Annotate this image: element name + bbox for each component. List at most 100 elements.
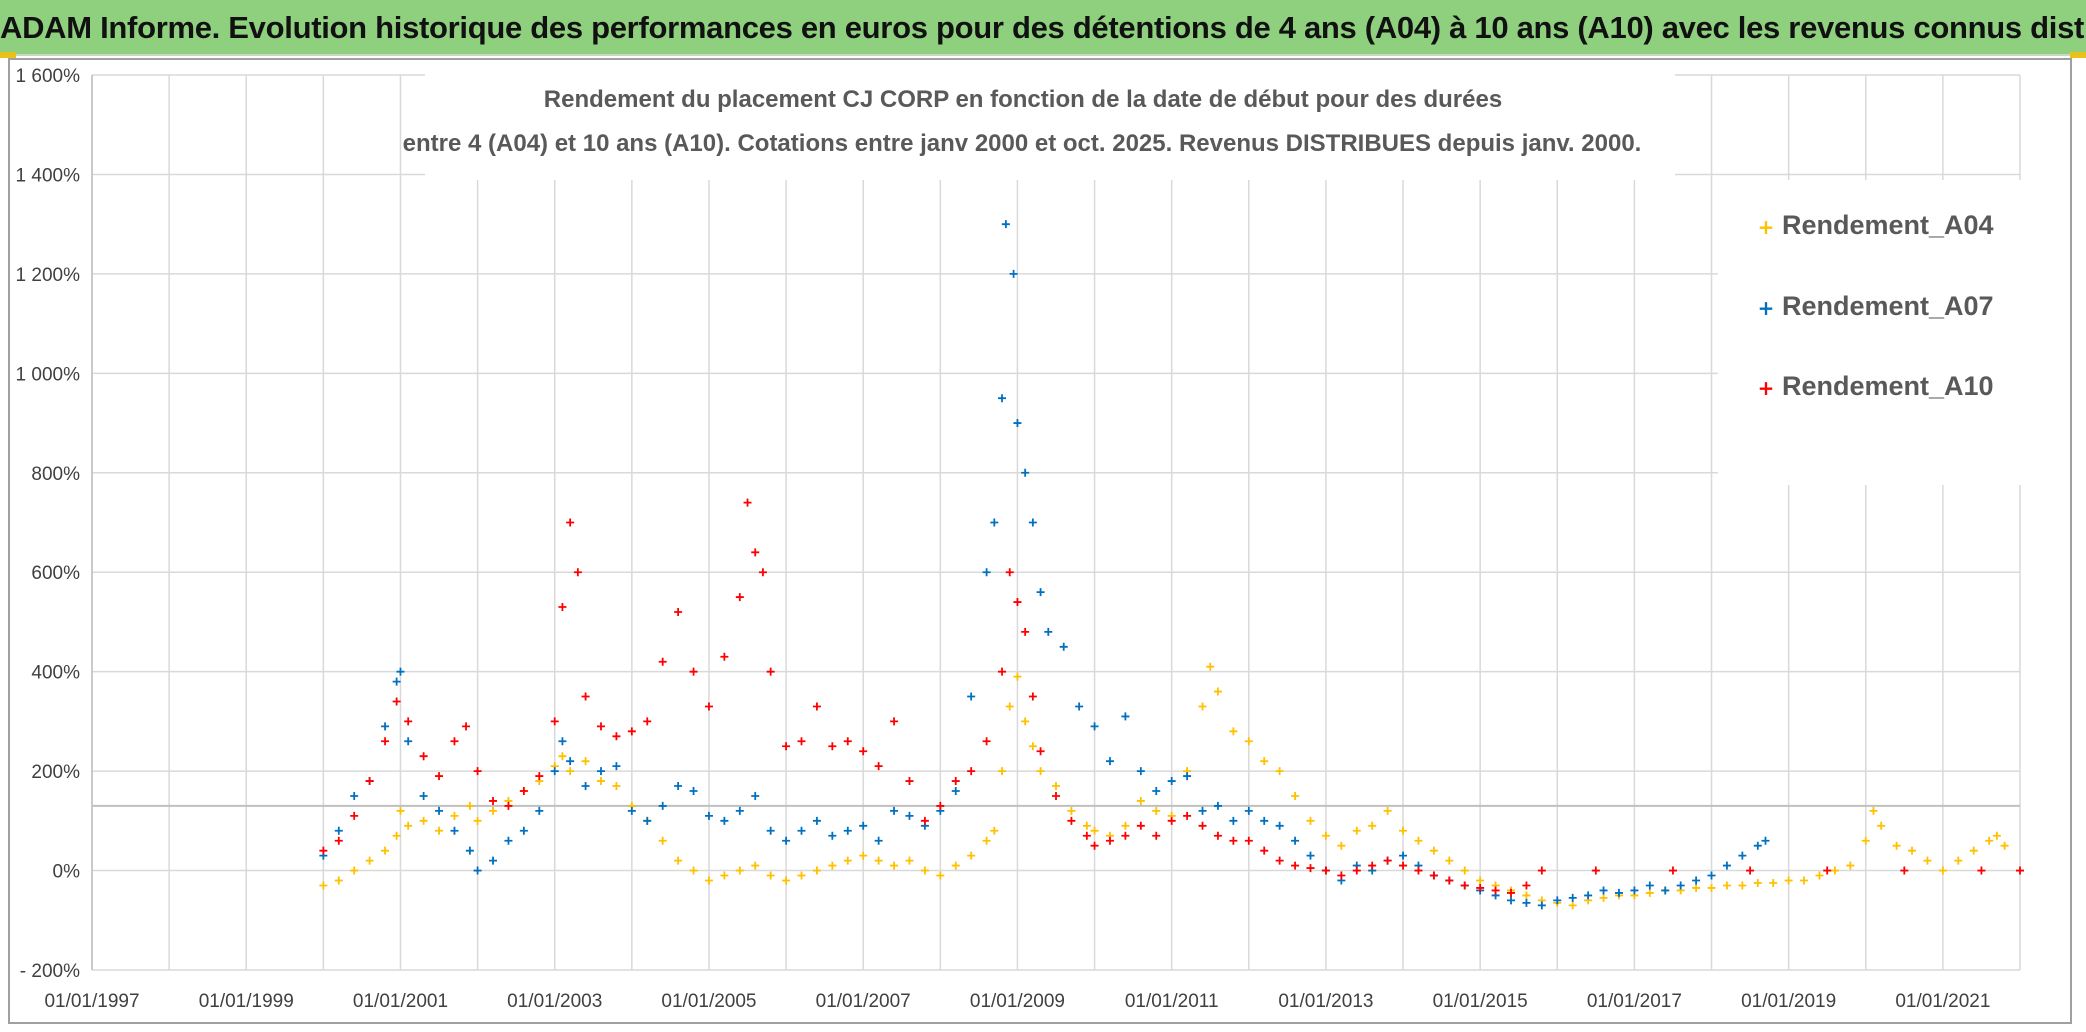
chart-svg: - 200% 0% 200% 400% 600% 800% 1 000% 1 200% 1 40… xyxy=(16,66,2032,1012)
data-point xyxy=(1244,737,1253,746)
data-point xyxy=(1599,886,1608,895)
data-point xyxy=(419,791,428,800)
x-tick-label: 01/01/2009 xyxy=(970,991,1065,1012)
data-point xyxy=(1275,856,1284,865)
data-point xyxy=(1900,866,1909,875)
data-point xyxy=(404,821,413,830)
data-point xyxy=(1183,772,1192,781)
data-point xyxy=(1105,836,1114,845)
data-point xyxy=(558,603,567,612)
data-point xyxy=(1052,782,1060,791)
data-point xyxy=(998,767,1007,776)
data-point xyxy=(967,692,976,701)
data-point xyxy=(1460,866,1469,875)
data-point xyxy=(1614,888,1623,897)
legend: + Rendement_A04 + Rendement_A07 + Rendem… xyxy=(1758,210,1994,401)
legend-item-a04[interactable]: + Rendement_A04 xyxy=(1758,210,1994,240)
data-point xyxy=(1846,861,1855,870)
data-point xyxy=(396,667,405,676)
y-tick-label: 0% xyxy=(53,862,81,883)
data-point xyxy=(319,881,328,890)
data-point xyxy=(1206,662,1215,671)
x-tick-label: 01/01/2003 xyxy=(507,991,602,1012)
data-point xyxy=(1491,886,1500,895)
data-point xyxy=(1707,883,1716,892)
data-point xyxy=(1183,811,1192,820)
data-point xyxy=(812,866,821,875)
data-point xyxy=(1537,901,1546,910)
data-point xyxy=(1507,888,1516,897)
data-point xyxy=(392,697,401,706)
data-point xyxy=(1445,876,1454,885)
data-point xyxy=(1213,831,1222,840)
data-point xyxy=(1522,891,1531,900)
data-point xyxy=(689,787,698,795)
data-point xyxy=(1198,806,1207,815)
data-point xyxy=(982,568,991,577)
legend-item-a10[interactable]: + Rendement_A10 xyxy=(1758,371,1994,401)
data-point xyxy=(435,772,444,781)
y-tick-label: 1 600% xyxy=(16,66,81,87)
data-point xyxy=(473,866,482,875)
data-point xyxy=(1306,851,1315,860)
data-point xyxy=(1152,787,1161,795)
legend-background xyxy=(1718,180,2032,485)
x-tick-label: 01/01/2017 xyxy=(1587,991,1682,1012)
data-point xyxy=(396,806,405,815)
legend-marker-a07: + xyxy=(1758,296,1775,320)
data-point xyxy=(998,667,1007,676)
data-point xyxy=(658,836,667,845)
legend-item-a07[interactable]: + Rendement_A07 xyxy=(1758,291,1994,321)
series-rendement_a07 xyxy=(319,145,1770,910)
data-point xyxy=(1368,861,1377,870)
data-point xyxy=(828,742,837,751)
data-point xyxy=(967,767,976,776)
data-point xyxy=(1291,836,1300,845)
data-point xyxy=(1753,878,1762,887)
data-point xyxy=(319,846,328,855)
data-point xyxy=(581,782,590,791)
data-point xyxy=(1121,821,1130,830)
data-point xyxy=(1399,861,1408,870)
data-point xyxy=(1445,856,1454,865)
data-point xyxy=(1507,896,1516,905)
data-point xyxy=(1337,871,1346,880)
data-point xyxy=(1399,851,1408,860)
data-point xyxy=(689,866,698,875)
data-point xyxy=(596,777,605,786)
data-point xyxy=(890,861,899,870)
data-point xyxy=(381,722,390,731)
data-point xyxy=(1383,856,1392,865)
chart-frame: - 200% 0% 200% 400% 600% 800% 1 000% 1 200% 1 40… xyxy=(8,58,2072,1024)
data-point xyxy=(1021,468,1030,477)
y-tick-label: 200% xyxy=(31,762,80,783)
data-point xyxy=(967,851,976,860)
data-point xyxy=(1830,866,1839,875)
data-point xyxy=(751,791,760,800)
data-point xyxy=(1152,831,1161,840)
data-point xyxy=(843,826,852,835)
data-point xyxy=(1992,831,2001,840)
data-point xyxy=(489,856,498,865)
data-point xyxy=(1244,806,1253,815)
data-point xyxy=(1568,901,1577,910)
data-point xyxy=(766,826,775,835)
data-point xyxy=(1676,881,1685,890)
data-point xyxy=(1275,821,1284,830)
x-tick-label: 01/01/1997 xyxy=(44,991,139,1012)
data-point xyxy=(381,737,390,746)
data-point xyxy=(1136,767,1145,776)
data-point xyxy=(990,518,999,527)
data-point xyxy=(1028,518,1037,527)
legend-label-a04: Rendement_A04 xyxy=(1782,210,1994,240)
legend-label-a10: Rendement_A10 xyxy=(1782,371,1994,401)
data-point xyxy=(1167,816,1176,825)
data-point xyxy=(859,747,868,756)
data-point xyxy=(519,787,528,795)
axis-layer: - 200% 0% 200% 400% 600% 800% 1 000% 1 200% 1 40… xyxy=(16,66,1991,1012)
data-point xyxy=(812,816,821,825)
data-point xyxy=(1005,568,1014,577)
data-point xyxy=(535,806,544,815)
data-point xyxy=(658,801,667,810)
data-point xyxy=(419,752,428,761)
